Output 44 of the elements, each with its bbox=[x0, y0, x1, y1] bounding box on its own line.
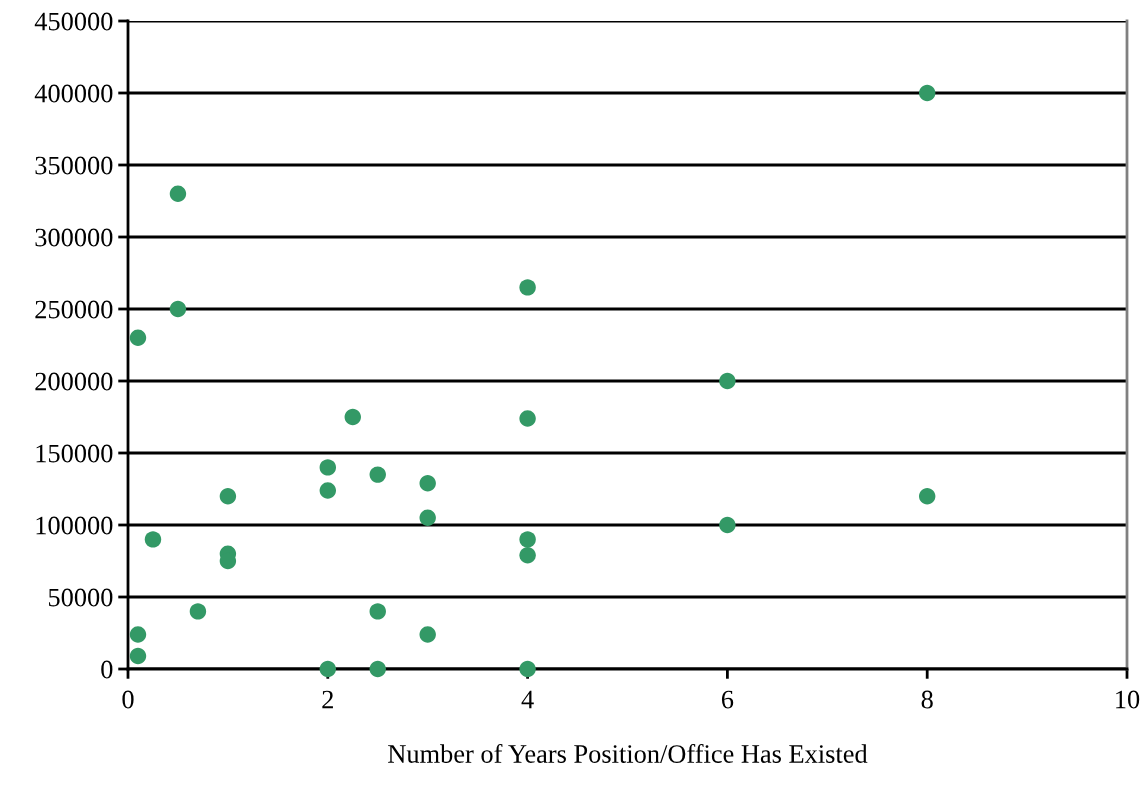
x-tick-label: 10 bbox=[1116, 690, 1140, 709]
point bbox=[369, 660, 386, 678]
point bbox=[144, 531, 162, 548]
y-tick-label: 200000 bbox=[35, 372, 113, 391]
y-tick-label: 450000 bbox=[34, 12, 113, 31]
point bbox=[918, 84, 936, 102]
point bbox=[129, 626, 147, 643]
point bbox=[419, 626, 436, 643]
point bbox=[918, 487, 936, 505]
y-tick-label: 100000 bbox=[36, 516, 113, 535]
point bbox=[519, 279, 536, 296]
y-tick-label: 250000 bbox=[35, 300, 113, 319]
x-tick-label: 4 bbox=[521, 690, 534, 709]
point bbox=[419, 509, 436, 527]
point bbox=[169, 300, 187, 318]
x-tick-label: 6 bbox=[721, 690, 734, 709]
point bbox=[344, 408, 361, 426]
x-tick-label: 2 bbox=[322, 690, 333, 709]
y-tick-label: 400000 bbox=[34, 84, 113, 103]
y-tick-label: 300000 bbox=[35, 228, 113, 247]
point bbox=[719, 372, 736, 390]
y-tick-label: 150000 bbox=[36, 444, 113, 463]
point bbox=[519, 531, 536, 548]
point bbox=[189, 603, 207, 620]
point bbox=[519, 547, 536, 564]
x-tick-label: 8 bbox=[921, 690, 933, 709]
point bbox=[219, 487, 237, 505]
y-tick-label: 50000 bbox=[48, 588, 113, 607]
point bbox=[519, 410, 536, 427]
point bbox=[369, 466, 386, 483]
point bbox=[519, 660, 536, 678]
point bbox=[129, 647, 147, 665]
point bbox=[319, 482, 337, 499]
y-tick-label: 0 bbox=[101, 660, 113, 679]
point bbox=[169, 185, 187, 203]
point bbox=[319, 459, 337, 476]
point bbox=[319, 660, 337, 678]
point bbox=[419, 475, 436, 492]
point bbox=[369, 603, 386, 620]
x-axis-title: Number of Years Position/Office Has Existed bbox=[388, 744, 868, 763]
point bbox=[129, 329, 147, 347]
x-tick-label: 0 bbox=[122, 690, 134, 709]
point bbox=[719, 516, 736, 534]
y-tick-label: 350000 bbox=[35, 156, 113, 175]
